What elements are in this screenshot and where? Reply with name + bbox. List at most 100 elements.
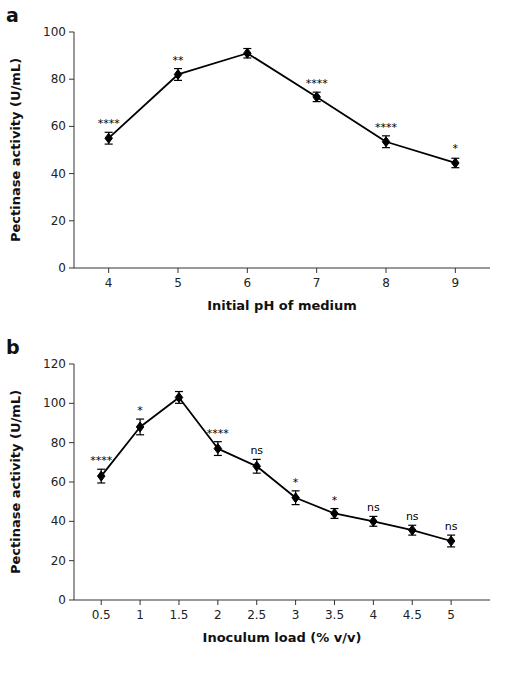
error-cap xyxy=(253,459,261,460)
line xyxy=(101,397,451,541)
marker xyxy=(447,536,455,546)
error-bar xyxy=(447,535,455,547)
x-tick-label: 5 xyxy=(447,608,455,622)
x-tick-label: 3.5 xyxy=(325,608,344,622)
y-tick-label: 40 xyxy=(51,167,66,181)
marker xyxy=(331,508,339,518)
panel-label: b xyxy=(6,336,20,358)
panel-label: a xyxy=(6,4,19,26)
marker xyxy=(175,392,183,402)
annotation: * xyxy=(137,404,143,417)
x-tick xyxy=(217,600,218,605)
error-bar xyxy=(243,49,251,58)
x-tick xyxy=(386,268,387,273)
y-axis-label: Pectinase activity (U/mL) xyxy=(8,390,23,574)
error-bar xyxy=(313,92,321,101)
marker xyxy=(370,516,378,526)
x-tick xyxy=(316,268,317,273)
error-bar xyxy=(408,525,416,535)
marker xyxy=(313,92,321,102)
x-tick-label: 4 xyxy=(105,276,113,290)
y-tick xyxy=(69,521,74,522)
x-tick-label: 2 xyxy=(214,608,222,622)
y-tick xyxy=(69,560,74,561)
x-tick xyxy=(451,600,452,605)
panel: 020406080100456789Initial pH of mediumPe… xyxy=(6,4,490,313)
marker xyxy=(244,48,252,58)
x-tick xyxy=(108,268,109,273)
x-tick-label: 1 xyxy=(136,608,144,622)
y-tick xyxy=(69,403,74,404)
x-tick-label: 8 xyxy=(382,276,390,290)
x-tick-label: 9 xyxy=(452,276,460,290)
x-tick-label: 0.5 xyxy=(92,608,111,622)
error-cap xyxy=(214,441,222,442)
x-tick xyxy=(295,600,296,605)
y-tick xyxy=(69,364,74,365)
y-tick-label: 100 xyxy=(43,396,66,410)
y-tick xyxy=(69,173,74,174)
error-bar xyxy=(253,459,261,473)
y-axis-label: Pectinase activity (U/mL) xyxy=(8,58,23,242)
error-bar xyxy=(330,509,338,519)
marker xyxy=(214,444,222,454)
y-tick-label: 40 xyxy=(51,514,66,528)
x-tick xyxy=(334,600,335,605)
x-tick-label: 4.5 xyxy=(403,608,422,622)
y-tick-label: 100 xyxy=(43,25,66,39)
x-tick xyxy=(373,600,374,605)
error-cap xyxy=(97,482,105,483)
error-bar xyxy=(97,469,105,483)
error-cap xyxy=(253,473,261,474)
error-bar xyxy=(451,158,459,167)
marker xyxy=(452,158,460,168)
error-cap xyxy=(136,434,144,435)
y-tick-label: 120 xyxy=(43,357,66,371)
x-tick xyxy=(247,268,248,273)
y-tick-label: 80 xyxy=(51,72,66,86)
y-tick xyxy=(69,32,74,33)
x-tick-label: 3 xyxy=(292,608,300,622)
error-cap xyxy=(97,469,105,470)
annotation: * xyxy=(293,476,299,489)
x-axis-line xyxy=(74,268,490,269)
annotation: ns xyxy=(445,520,458,533)
error-cap xyxy=(136,418,144,419)
y-tick-label: 60 xyxy=(51,475,66,489)
panel: 0204060801001200.511.522.533.544.55Inocu… xyxy=(6,336,490,645)
x-tick-label: 4 xyxy=(370,608,378,622)
marker xyxy=(408,525,416,535)
x-tick-label: 1.5 xyxy=(169,608,188,622)
annotation: **** xyxy=(306,77,329,90)
y-tick xyxy=(69,79,74,80)
y-tick-label: 20 xyxy=(51,214,66,228)
data-group xyxy=(97,392,455,547)
y-tick xyxy=(69,268,74,269)
marker xyxy=(292,493,300,503)
y-tick xyxy=(69,220,74,221)
error-bar xyxy=(382,136,390,148)
x-tick-label: 5 xyxy=(174,276,182,290)
x-axis-line xyxy=(74,600,490,601)
y-tick-label: 20 xyxy=(51,554,66,568)
x-tick xyxy=(178,600,179,605)
error-cap xyxy=(292,490,300,491)
annotation: ns xyxy=(367,501,380,514)
x-tick xyxy=(101,600,102,605)
annotation: ** xyxy=(173,54,185,67)
x-tick xyxy=(412,600,413,605)
error-bar xyxy=(175,392,183,404)
marker xyxy=(253,461,261,471)
y-tick-label: 0 xyxy=(58,261,66,275)
y-tick xyxy=(69,126,74,127)
y-tick-label: 80 xyxy=(51,436,66,450)
annotation: ns xyxy=(406,510,419,523)
error-bar xyxy=(105,132,113,144)
error-bar xyxy=(214,442,222,456)
y-tick xyxy=(69,442,74,443)
y-axis-line xyxy=(74,32,75,268)
line xyxy=(109,53,456,163)
x-axis-label: Inoculum load (% v/v) xyxy=(203,630,362,645)
marker xyxy=(97,471,105,481)
marker xyxy=(136,422,144,432)
